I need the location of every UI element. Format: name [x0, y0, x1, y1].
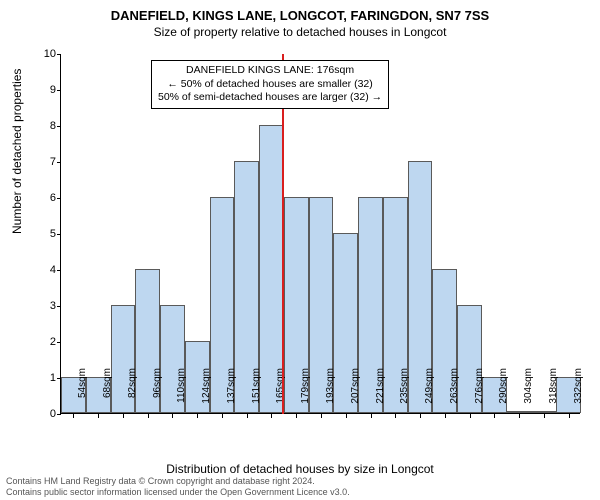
- ytick-mark: [57, 198, 61, 199]
- xtick-label: 124sqm: [201, 368, 212, 418]
- ytick-label: 10: [26, 48, 56, 60]
- ytick-mark: [57, 306, 61, 307]
- footer-line-2: Contains public sector information licen…: [6, 487, 350, 498]
- ytick-mark: [57, 90, 61, 91]
- xtick-label: 179sqm: [300, 368, 311, 418]
- ytick-label: 0: [26, 408, 56, 420]
- ytick-label: 6: [26, 192, 56, 204]
- annotation-line-3: 50% of semi-detached houses are larger (…: [158, 91, 382, 105]
- xtick-mark: [296, 414, 297, 418]
- ytick-mark: [57, 234, 61, 235]
- footer-line-1: Contains HM Land Registry data © Crown c…: [6, 476, 350, 487]
- xtick-mark: [73, 414, 74, 418]
- xtick-label: 263sqm: [449, 368, 460, 418]
- xtick-mark: [321, 414, 322, 418]
- ytick-label: 1: [26, 372, 56, 384]
- xtick-label: 82sqm: [127, 368, 138, 418]
- ytick-label: 3: [26, 300, 56, 312]
- xtick-label: 54sqm: [77, 368, 88, 418]
- xtick-mark: [197, 414, 198, 418]
- xtick-label: 207sqm: [350, 368, 361, 418]
- xtick-label: 276sqm: [474, 368, 485, 418]
- footer-attribution: Contains HM Land Registry data © Crown c…: [6, 476, 350, 499]
- xtick-label: 290sqm: [498, 368, 509, 418]
- xtick-label: 137sqm: [226, 368, 237, 418]
- ytick-label: 9: [26, 84, 56, 96]
- xtick-label: 318sqm: [548, 368, 559, 418]
- ytick-mark: [57, 270, 61, 271]
- xtick-mark: [346, 414, 347, 418]
- xtick-label: 165sqm: [275, 368, 286, 418]
- xtick-label: 193sqm: [325, 368, 336, 418]
- xtick-mark: [371, 414, 372, 418]
- xtick-mark: [494, 414, 495, 418]
- xtick-mark: [172, 414, 173, 418]
- ytick-label: 7: [26, 156, 56, 168]
- page-title: DANEFIELD, KINGS LANE, LONGCOT, FARINGDO…: [0, 0, 600, 23]
- xtick-mark: [395, 414, 396, 418]
- x-axis-label: Distribution of detached houses by size …: [0, 462, 600, 476]
- xtick-label: 221sqm: [375, 368, 386, 418]
- xtick-label: 110sqm: [176, 368, 187, 418]
- annotation-line-2: ← 50% of detached houses are smaller (32…: [158, 78, 382, 92]
- xtick-mark: [470, 414, 471, 418]
- ytick-label: 4: [26, 264, 56, 276]
- xtick-mark: [569, 414, 570, 418]
- xtick-mark: [247, 414, 248, 418]
- y-axis-label: Number of detached properties: [10, 69, 24, 234]
- ytick-mark: [57, 342, 61, 343]
- ytick-label: 8: [26, 120, 56, 132]
- xtick-mark: [544, 414, 545, 418]
- ytick-mark: [57, 126, 61, 127]
- xtick-mark: [222, 414, 223, 418]
- ytick-mark: [57, 378, 61, 379]
- page-subtitle: Size of property relative to detached ho…: [0, 23, 600, 39]
- xtick-mark: [123, 414, 124, 418]
- ytick-label: 2: [26, 336, 56, 348]
- xtick-mark: [420, 414, 421, 418]
- annotation-line-1: DANEFIELD KINGS LANE: 176sqm: [158, 64, 382, 78]
- ytick-mark: [57, 54, 61, 55]
- plot-region: 01234567891054sqm68sqm82sqm96sqm110sqm12…: [60, 54, 580, 414]
- annotation-box: DANEFIELD KINGS LANE: 176sqm← 50% of det…: [151, 60, 389, 109]
- xtick-mark: [98, 414, 99, 418]
- xtick-label: 235sqm: [399, 368, 410, 418]
- xtick-label: 332sqm: [573, 368, 584, 418]
- xtick-label: 249sqm: [424, 368, 435, 418]
- chart-area: 01234567891054sqm68sqm82sqm96sqm110sqm12…: [60, 54, 580, 414]
- xtick-label: 96sqm: [152, 368, 163, 418]
- ytick-mark: [57, 414, 61, 415]
- xtick-label: 304sqm: [523, 368, 534, 418]
- ytick-label: 5: [26, 228, 56, 240]
- xtick-mark: [148, 414, 149, 418]
- xtick-mark: [271, 414, 272, 418]
- ytick-mark: [57, 162, 61, 163]
- xtick-label: 151sqm: [251, 368, 262, 418]
- xtick-mark: [519, 414, 520, 418]
- xtick-mark: [445, 414, 446, 418]
- xtick-label: 68sqm: [102, 368, 113, 418]
